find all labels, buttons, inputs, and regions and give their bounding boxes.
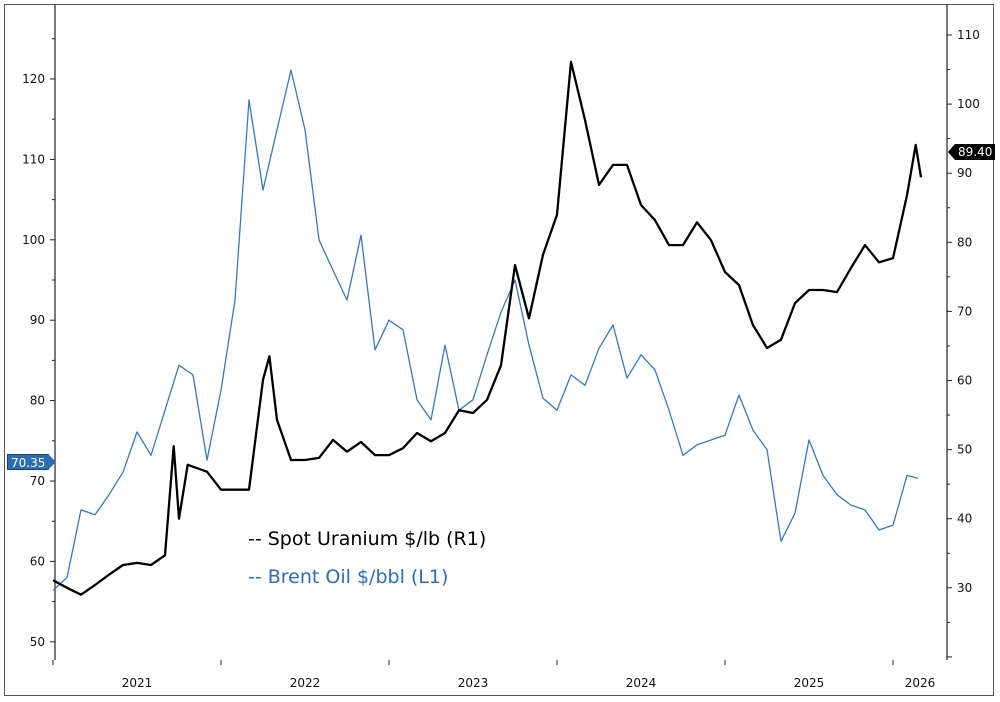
axes: 50 60 70 80 90 100 110 120 30 40 50 60 70 80 90 100 110 2…: [22, 5, 980, 690]
left-axis-tick-label: 80: [30, 394, 45, 408]
right-axis-tick-label: 60: [957, 374, 972, 388]
right-axis-tick-label: 30: [957, 581, 972, 595]
uranium-last-value-label: 89.40: [947, 144, 996, 160]
x-axis-tick-label: 2022: [290, 676, 321, 690]
left-axis-tick-label: 50: [30, 635, 45, 649]
uranium-line: [52, 60, 923, 596]
brent-last-value-label: 70.35: [7, 454, 57, 470]
x-axis-tick-label: 2021: [122, 676, 153, 690]
left-axis-tick-label: 60: [30, 554, 45, 568]
x-axis-tick-label: 2024: [626, 676, 657, 690]
brent-line: [52, 69, 919, 591]
right-axis-tick-label: 40: [957, 512, 972, 526]
left-axis-tick-label: 110: [22, 152, 45, 166]
series-lines: [52, 60, 923, 596]
x-axis-tick-label: 2023: [458, 676, 489, 690]
left-axis-tick-label: 90: [30, 313, 45, 327]
x-axis-tick-label: 2025: [794, 676, 825, 690]
left-axis-tick-label: 70: [30, 474, 45, 488]
legend-uranium: -- Spot Uranium $/lb (R1): [248, 528, 487, 550]
right-axis-tick-label: 80: [957, 235, 972, 249]
right-axis-tick-label: 90: [957, 166, 972, 180]
chart-frame: [4, 4, 994, 696]
left-axis-tick-label: 120: [22, 72, 45, 86]
left-axis-tick-label: 100: [22, 233, 45, 247]
right-axis-tick-label: 110: [957, 28, 980, 42]
right-axis-tick-label: 70: [957, 304, 972, 318]
x-axis-tick-label: 2026: [905, 676, 936, 690]
legend-brent: -- Brent Oil $/bbl (L1): [248, 566, 449, 588]
right-axis-tick-label: 50: [957, 443, 972, 457]
right-axis-tick-label: 100: [957, 97, 980, 111]
